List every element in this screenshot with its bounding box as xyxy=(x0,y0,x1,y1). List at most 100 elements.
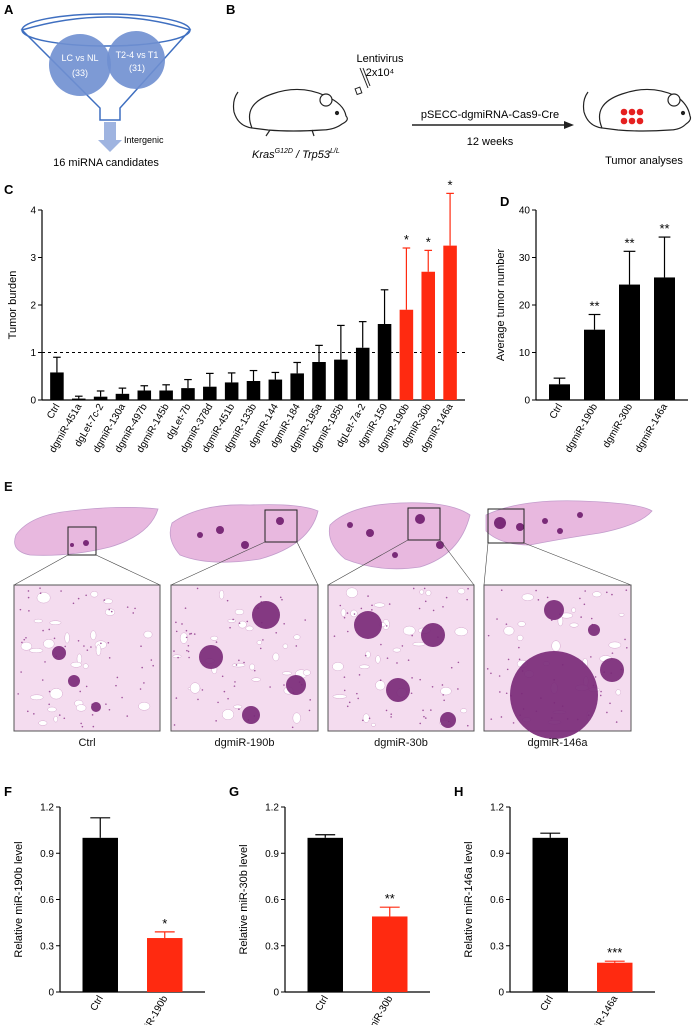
cell-dot xyxy=(590,617,593,620)
cell-dot xyxy=(238,708,240,710)
cell-dot xyxy=(512,722,515,724)
cell-dot xyxy=(186,649,188,652)
cell-dot xyxy=(396,662,398,664)
alveolar-space xyxy=(282,643,289,649)
cell-dot xyxy=(150,659,153,661)
cell-dot xyxy=(223,690,226,693)
significance-marker: * xyxy=(448,180,453,192)
cell-dot xyxy=(371,604,373,607)
zoom-box xyxy=(407,507,441,541)
cell-dot xyxy=(100,642,102,645)
cell-dot xyxy=(419,678,421,681)
bar-dgmir-451a xyxy=(71,398,86,400)
alveolar-space xyxy=(503,626,515,636)
cell-dot xyxy=(39,587,41,589)
cell-dot xyxy=(309,699,312,701)
cell-dot xyxy=(356,692,358,695)
zoom-box xyxy=(264,509,298,543)
alveolar-space xyxy=(47,706,57,713)
bar-dgmir-30b xyxy=(421,271,436,400)
cell-dot xyxy=(42,629,44,632)
cell-dot xyxy=(499,691,501,693)
cell-dot xyxy=(368,717,371,720)
cell-dot xyxy=(535,589,537,592)
cell-dot xyxy=(115,684,117,687)
funnel-arrow-icon xyxy=(98,122,122,152)
y-tick-label: 10 xyxy=(519,348,531,359)
vector-label: pSECC-dgmiRNA-Cas9-Cre xyxy=(421,109,559,121)
cell-dot xyxy=(185,636,188,639)
cell-dot xyxy=(53,637,56,640)
alveolar-space xyxy=(64,632,70,644)
cell-dot xyxy=(283,622,285,625)
alveolar-space xyxy=(460,708,468,714)
x-tick-label: Ctrl xyxy=(539,994,556,1013)
cell-dot xyxy=(217,701,219,704)
funnel-diagram: A LC vs NL (33) T2-4 vs T1 (31) Intergen… xyxy=(4,2,192,169)
bar-dgmir-190b xyxy=(147,938,183,992)
y-tick-label: 40 xyxy=(519,206,531,217)
bar-ctrl xyxy=(50,372,64,400)
zoom-connector xyxy=(523,542,632,586)
cell-dot xyxy=(140,645,142,647)
panel-f: F 0 0.3 0.6 0.9 1.2 Relative miR-190b level Ct… xyxy=(0,780,225,1030)
cell-dot xyxy=(108,657,111,659)
cell-dot xyxy=(85,685,88,688)
cell-dot xyxy=(490,672,492,675)
y-tick-label: 0.6 xyxy=(265,895,279,906)
bar-dgmir-451b xyxy=(224,382,239,400)
bar-dglet-7a-2 xyxy=(355,347,370,400)
cell-dot xyxy=(190,632,193,635)
cell-dot xyxy=(606,591,608,594)
alveolar-space xyxy=(172,654,182,659)
tumor-nodule-magnified xyxy=(600,658,624,682)
panel-letter: F xyxy=(4,784,12,799)
cell-dot xyxy=(295,645,298,647)
panel-g: G 0 0.3 0.6 0.9 1.2 Relative miR-30b level Ctr… xyxy=(225,780,450,1030)
cell-dot xyxy=(611,593,613,596)
y-axis-label: Relative miR-190b level xyxy=(13,841,25,957)
panel-d: D 0 10 20 30 40 Average tumor number Ctrl ** dgm… xyxy=(478,180,693,470)
lung-section xyxy=(485,500,653,546)
cell-dot xyxy=(215,720,217,722)
cell-dot xyxy=(108,608,111,611)
cell-dot xyxy=(600,690,602,693)
tumor-nodule xyxy=(516,523,524,531)
magnified-frame xyxy=(13,584,161,732)
x-tick-label: dgmiR-146a xyxy=(633,402,670,455)
y-axis-label: Average tumor number xyxy=(495,249,507,362)
cell-dot xyxy=(188,656,190,659)
bar-dgmir-184 xyxy=(290,373,304,400)
cell-dot xyxy=(467,587,469,590)
cell-dot xyxy=(346,705,349,708)
cell-dot xyxy=(422,709,424,712)
alveolar-space xyxy=(38,720,48,726)
cell-dot xyxy=(139,688,142,690)
caption-dgmir-30b: dgmiR-30b xyxy=(374,737,428,749)
cell-dot xyxy=(385,709,388,712)
cell-dot xyxy=(343,689,346,692)
cell-dot xyxy=(418,607,421,610)
tumor-nodule-magnified xyxy=(544,600,564,620)
alveolar-space xyxy=(457,588,466,595)
cell-dot xyxy=(235,664,238,666)
cell-dot xyxy=(39,592,42,595)
cell-dot xyxy=(126,715,129,717)
cell-dot xyxy=(487,634,490,637)
zoom-connector xyxy=(327,539,409,586)
cell-dot xyxy=(333,635,336,637)
alveolar-space xyxy=(29,648,44,654)
significance-marker: * xyxy=(404,232,409,247)
panel-letter: E xyxy=(4,479,13,494)
bar-ctrl xyxy=(307,837,343,992)
cell-dot xyxy=(201,689,204,691)
cell-dot xyxy=(505,692,508,695)
cell-dot xyxy=(227,697,229,700)
cell-dot xyxy=(457,688,459,690)
cell-dot xyxy=(486,668,489,670)
result-label: 16 miRNA candidates xyxy=(53,157,159,169)
y-tick-label: 0 xyxy=(524,396,530,407)
cell-dot xyxy=(25,636,27,639)
bar-dglet-7b xyxy=(181,388,195,400)
cell-dot xyxy=(28,610,30,612)
